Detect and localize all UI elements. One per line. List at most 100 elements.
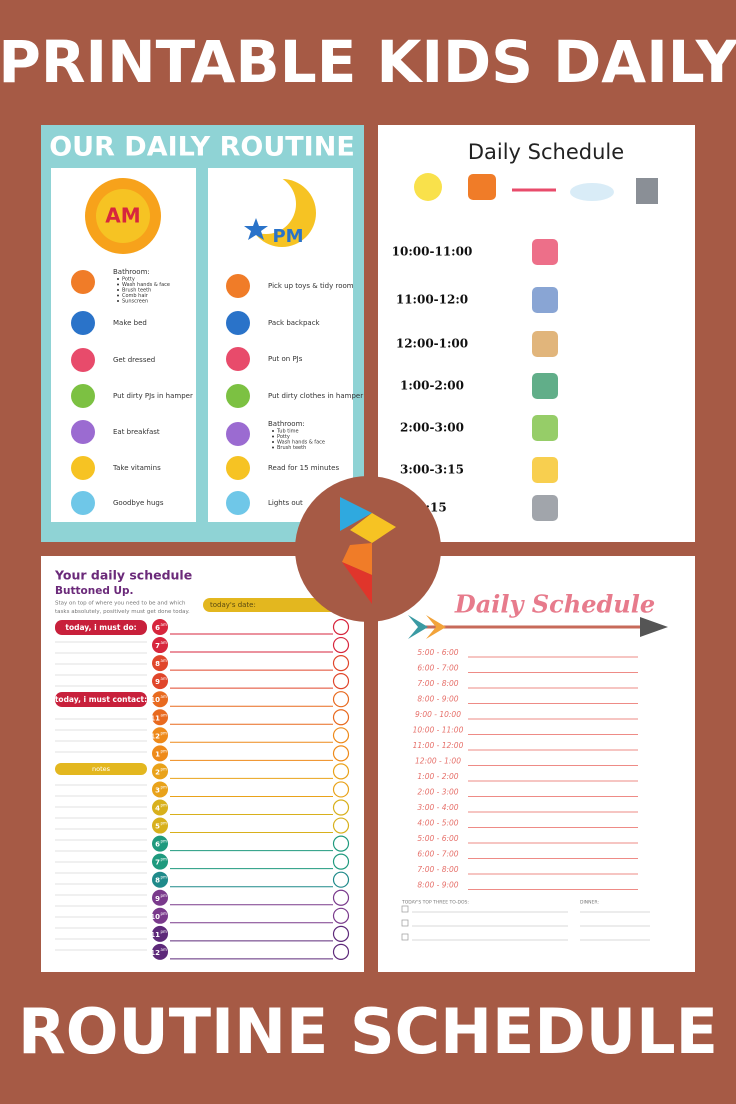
time-slot: 7:00 - 8:00 <box>417 865 458 874</box>
activity-icon <box>532 495 558 521</box>
routine-icon <box>71 491 95 515</box>
bullet <box>117 278 119 280</box>
pm-label: PM <box>272 226 303 247</box>
routine-icon <box>226 311 250 335</box>
routine-subitem: Comb hair <box>122 293 149 299</box>
description: tasks absolutely, positively must get do… <box>55 609 190 615</box>
star <box>244 218 268 240</box>
time-slot: 11:00 - 12:00 <box>413 741 464 750</box>
must-do: today, i must do: <box>65 623 136 632</box>
schedule-title: Daily Schedule <box>468 140 624 164</box>
arrow-feather <box>426 615 446 639</box>
hour-check <box>332 853 350 870</box>
dinner: DINNER: <box>580 900 599 906</box>
top-three: TODAY'S TOP THREE TO-DOS: <box>401 900 469 906</box>
routine-icon <box>71 420 95 444</box>
hour-badge <box>152 781 168 798</box>
time-slot: 4:00 - 5:00 <box>417 819 458 828</box>
logo-shape <box>350 513 396 543</box>
hour-suffix: pm <box>161 730 168 735</box>
hour-badge <box>152 709 168 726</box>
icon-trash <box>636 178 658 204</box>
hour-suffix: pm <box>161 911 168 916</box>
routine-icon <box>226 491 250 515</box>
sun <box>96 189 150 243</box>
hour-suffix: am <box>161 712 167 717</box>
routine-icon <box>71 456 95 480</box>
routine-item: Take vitamins <box>112 464 161 472</box>
routine-subitem: Potty <box>122 277 135 283</box>
title-bottom: ROUTINE SCHEDULE <box>18 995 718 1068</box>
bullet <box>272 446 274 449</box>
time-slot: 1:00-2:00 <box>400 379 464 393</box>
time-slot: 7:00 - 8:00 <box>417 679 458 688</box>
routine-title: OUR DAILY ROUTINE <box>49 132 355 163</box>
time-slot: 2:00 - 3:00 <box>417 788 458 797</box>
time-slot: 5:00 - 6:00 <box>417 648 458 657</box>
hour: 5 <box>155 823 160 831</box>
hour-suffix: am <box>161 658 167 663</box>
bullet <box>117 283 119 286</box>
hour-badge <box>152 799 168 816</box>
time-slot: 2:00-3:00 <box>400 421 464 435</box>
checkbox <box>401 905 409 913</box>
hour-badge <box>152 907 168 924</box>
routine-subitem: Brush teeth <box>277 445 306 451</box>
bullet <box>272 441 274 443</box>
routine-icon <box>226 384 250 408</box>
time-slot: 10:00-11:00 <box>392 245 473 259</box>
time-slot: 11:00-12:0 <box>396 293 468 307</box>
hour: 1 <box>155 750 160 758</box>
must-do-pill <box>55 620 147 635</box>
bullet <box>117 289 119 291</box>
hour-check <box>332 763 350 780</box>
time-slot: 9:00 - 10:00 <box>415 710 461 719</box>
routine-subitem: Tub time <box>276 429 299 435</box>
moon-cut <box>236 174 296 234</box>
routine-item: Pick up toys & tidy room <box>268 282 354 290</box>
hour-suffix: pm <box>161 839 168 844</box>
activity-icon <box>532 457 558 483</box>
time-slot: 10:00 - 11:00 <box>413 726 464 735</box>
hour-check <box>332 925 350 942</box>
routine-item: Get dressed <box>113 356 155 364</box>
hour: 10 <box>150 913 160 921</box>
hour-badge <box>152 763 168 780</box>
activity-icon <box>532 415 558 441</box>
arrow-title: Daily Schedule <box>454 590 655 619</box>
hour-check <box>332 654 350 672</box>
hour: 12 <box>150 732 160 740</box>
hour-check <box>332 799 350 816</box>
hour-check <box>332 691 350 708</box>
date: today's date: <box>210 601 256 609</box>
hour-suffix: am <box>161 676 167 681</box>
logo-shape <box>342 543 372 575</box>
hour: 7 <box>155 859 160 867</box>
hour-badge <box>152 835 168 852</box>
hour-badge <box>152 871 168 888</box>
hour-suffix: pm <box>161 748 168 753</box>
routine-icon <box>71 384 95 408</box>
bullet <box>272 435 274 438</box>
hour-check <box>332 835 350 852</box>
hour: 11 <box>150 931 160 939</box>
routine-item: Goodbye hugs <box>113 499 164 507</box>
hour-suffix: pm <box>161 766 168 771</box>
activity-icon <box>532 239 558 265</box>
hour-suffix: pm <box>161 784 168 789</box>
bullet <box>117 300 119 302</box>
routine-subitem: Sunscreen <box>122 299 148 305</box>
logo-shape <box>340 497 372 531</box>
hour-suffix: pm <box>161 893 168 898</box>
icon-plate <box>570 183 614 201</box>
hour-badge <box>152 637 168 654</box>
hour: 8 <box>155 877 160 885</box>
hour-badge <box>152 925 168 942</box>
checkbox <box>401 933 409 941</box>
routine-subitem: Brush teeth <box>122 288 151 294</box>
hour-badge <box>152 889 168 906</box>
hour: 9 <box>155 895 160 903</box>
hour: 12 <box>150 949 160 957</box>
title-top: PRINTABLE KIDS DAILY <box>0 28 736 96</box>
